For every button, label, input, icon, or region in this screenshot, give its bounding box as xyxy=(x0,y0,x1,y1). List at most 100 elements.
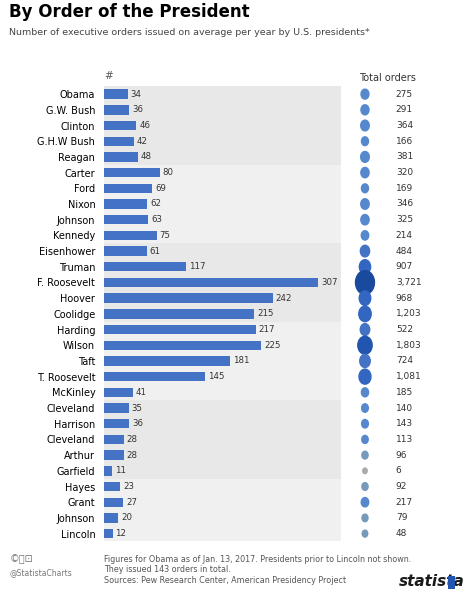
Bar xyxy=(104,482,120,491)
Text: 215: 215 xyxy=(257,309,273,318)
Text: 69: 69 xyxy=(155,184,166,193)
Text: 166: 166 xyxy=(396,137,413,146)
Bar xyxy=(104,152,138,162)
Bar xyxy=(104,105,129,114)
Bar xyxy=(104,165,341,243)
Text: 346: 346 xyxy=(396,199,413,208)
Text: 291: 291 xyxy=(396,105,413,114)
Bar xyxy=(104,243,341,322)
Text: 1,803: 1,803 xyxy=(396,341,421,350)
Bar xyxy=(104,262,186,271)
Text: @StatistaCharts: @StatistaCharts xyxy=(9,568,72,577)
Text: 28: 28 xyxy=(127,435,137,444)
Text: statista: statista xyxy=(399,574,465,589)
Text: 36: 36 xyxy=(132,419,143,428)
Text: 62: 62 xyxy=(150,199,161,208)
Text: 28: 28 xyxy=(127,450,137,459)
Text: 364: 364 xyxy=(396,121,413,130)
Text: Sources: Pew Research Center, American Presidency Project: Sources: Pew Research Center, American P… xyxy=(104,576,346,585)
Text: #: # xyxy=(104,71,113,81)
Text: They issued 143 orders in total.: They issued 143 orders in total. xyxy=(104,565,231,574)
Text: 140: 140 xyxy=(396,403,413,412)
Bar xyxy=(104,215,148,224)
Text: 185: 185 xyxy=(396,388,413,397)
Text: 96: 96 xyxy=(396,450,407,459)
Bar xyxy=(104,136,134,146)
Bar xyxy=(104,497,123,507)
Text: 320: 320 xyxy=(396,168,413,177)
Text: 522: 522 xyxy=(396,325,413,334)
Text: 63: 63 xyxy=(151,215,162,224)
Bar xyxy=(104,419,129,428)
Text: 275: 275 xyxy=(396,90,413,99)
Bar xyxy=(104,400,341,478)
Text: 61: 61 xyxy=(150,246,161,256)
Text: 75: 75 xyxy=(159,231,170,240)
Bar xyxy=(104,89,128,99)
Text: 92: 92 xyxy=(396,482,407,491)
Bar xyxy=(104,387,133,397)
Text: 27: 27 xyxy=(126,497,137,507)
Text: 214: 214 xyxy=(396,231,413,240)
Text: 20: 20 xyxy=(121,513,132,522)
Text: 46: 46 xyxy=(139,121,150,130)
Bar xyxy=(104,86,341,165)
Bar xyxy=(104,529,113,538)
Text: 1,081: 1,081 xyxy=(396,372,421,381)
Text: By Order of the President: By Order of the President xyxy=(9,3,250,21)
Text: 117: 117 xyxy=(189,262,205,271)
Text: 48: 48 xyxy=(140,152,152,161)
Text: 381: 381 xyxy=(396,152,413,161)
Text: 41: 41 xyxy=(136,388,146,397)
Bar xyxy=(104,435,124,444)
Text: Number of executive orders issued on average per year by U.S. presidents*: Number of executive orders issued on ave… xyxy=(9,28,370,37)
Text: 3,721: 3,721 xyxy=(396,278,421,287)
Bar xyxy=(104,168,160,177)
Text: 34: 34 xyxy=(131,90,142,99)
Bar xyxy=(104,466,112,475)
Text: 80: 80 xyxy=(163,168,174,177)
Text: 113: 113 xyxy=(396,435,413,444)
Bar xyxy=(104,340,261,350)
Text: 143: 143 xyxy=(396,419,413,428)
Bar xyxy=(104,322,341,400)
Bar xyxy=(104,121,137,130)
Bar xyxy=(104,184,152,193)
Bar xyxy=(104,372,205,381)
Text: 217: 217 xyxy=(258,325,275,334)
Text: 79: 79 xyxy=(396,513,407,522)
Text: ©ⓘ⊡: ©ⓘ⊡ xyxy=(9,555,33,565)
Text: 6: 6 xyxy=(396,466,401,475)
Text: 145: 145 xyxy=(208,372,225,381)
Bar xyxy=(104,231,156,240)
Text: 48: 48 xyxy=(396,529,407,538)
Text: 12: 12 xyxy=(116,529,127,538)
Text: 23: 23 xyxy=(123,482,134,491)
Bar xyxy=(104,293,273,303)
Bar xyxy=(104,450,124,460)
Bar xyxy=(104,356,230,366)
Text: 1,203: 1,203 xyxy=(396,309,421,318)
Text: 181: 181 xyxy=(233,356,250,365)
Text: 217: 217 xyxy=(396,497,413,507)
Bar xyxy=(104,246,147,256)
Text: 484: 484 xyxy=(396,246,413,256)
Bar xyxy=(104,309,254,318)
Text: 36: 36 xyxy=(132,105,143,114)
Text: Total orders: Total orders xyxy=(359,73,416,83)
Text: 35: 35 xyxy=(131,403,143,412)
Text: 907: 907 xyxy=(396,262,413,271)
Bar xyxy=(104,278,318,287)
Text: 169: 169 xyxy=(396,184,413,193)
Bar xyxy=(104,478,341,541)
Bar xyxy=(104,199,147,209)
Text: 225: 225 xyxy=(264,341,281,350)
Text: Figures for Obama as of Jan. 13, 2017. Presidents prior to Lincoln not shown.: Figures for Obama as of Jan. 13, 2017. P… xyxy=(104,555,411,563)
Bar xyxy=(104,403,128,413)
Bar xyxy=(104,325,255,334)
Text: 968: 968 xyxy=(396,294,413,303)
Text: 325: 325 xyxy=(396,215,413,224)
Text: 242: 242 xyxy=(276,294,292,303)
Text: 11: 11 xyxy=(115,466,126,475)
Bar xyxy=(104,513,118,522)
